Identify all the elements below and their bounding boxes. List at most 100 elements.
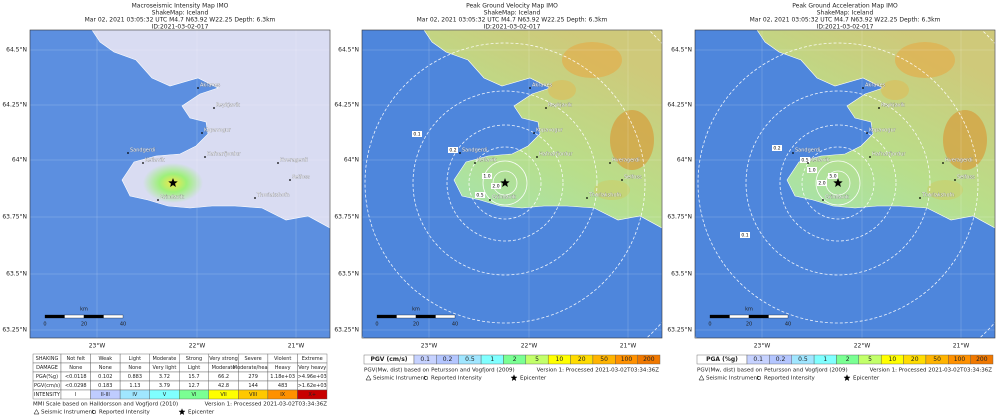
header-title: Macroseismic Intensity Map IMO <box>132 3 229 10</box>
map-frame <box>361 29 663 339</box>
scale-unit: km <box>80 307 88 313</box>
place-label: Kopavogur <box>869 128 897 134</box>
place-label: Grindavik <box>160 195 184 201</box>
header-event: Mar 02, 2021 03:05:32 UTC M4.7 N63.92 W2… <box>85 17 276 24</box>
lon-label: 23°W <box>421 343 438 350</box>
table-text: I <box>75 392 76 398</box>
seismic-icon <box>698 374 705 381</box>
place-dot <box>533 132 535 134</box>
table-text: SHAKING <box>36 356 59 362</box>
table-text: Very light <box>153 365 177 371</box>
place-label: Thorlakshofn <box>921 193 954 199</box>
scale-bar <box>44 314 65 319</box>
scale-label: 10 <box>889 356 897 363</box>
table-text: >1.62e+03 <box>298 383 327 389</box>
scale-label: 50 <box>600 356 608 363</box>
table-text: 0.102 <box>98 374 112 380</box>
scale-label: 0.2 <box>776 356 786 363</box>
map: 0.1 0.2 0.5 1.02.0 Akranes Reykjavik Kopavogur… <box>334 29 663 350</box>
table-text: Heavy <box>275 365 291 371</box>
place-dot <box>807 162 809 164</box>
table-text: VI <box>192 392 197 398</box>
place-label: Keflavik <box>810 158 830 164</box>
place-label: Grindavik <box>492 195 516 201</box>
terrain-high <box>927 180 963 200</box>
table-text: PGA(%g) <box>36 374 58 380</box>
place-dot <box>204 156 206 158</box>
scale-tick: 40 <box>785 322 791 328</box>
place-label: Hafnarfjordur <box>207 152 241 158</box>
scale-cell <box>637 354 661 365</box>
table-text: Moderate <box>153 356 177 362</box>
scale-label: 100 <box>954 356 966 363</box>
place-dot <box>474 162 476 164</box>
contour-label: 2.0 <box>818 181 825 187</box>
table-text: 483 <box>278 383 288 389</box>
scale-label: 0.1 <box>753 356 763 363</box>
table-text: 0.883 <box>128 374 142 380</box>
seismic-icon <box>365 374 372 381</box>
table-text: Very strong <box>209 356 238 362</box>
legend-seismic: Seismic Instrument <box>41 410 95 416</box>
place-label: Hveragerdi <box>612 158 640 164</box>
table-text: Extreme <box>302 356 323 362</box>
lat-label: 63.5°N <box>671 271 692 278</box>
scale-label: 50 <box>933 356 941 363</box>
legend-reported: Reported Intensity <box>431 376 483 382</box>
contour-label-box <box>740 232 750 238</box>
contour-label: 0.2 <box>773 146 780 152</box>
header-subtitle: ShakeMap: Iceland <box>152 10 209 17</box>
lon-label: 22°W <box>854 343 871 350</box>
table-text: 279 <box>248 374 258 380</box>
lon-label: 21°W <box>620 343 637 350</box>
table-text: 15.7 <box>188 374 199 380</box>
table-text: 144 <box>248 383 258 389</box>
contour-label-box <box>475 192 485 198</box>
legend-reported: Reported Intensity <box>764 376 816 382</box>
scale-tick: 0 <box>708 322 711 328</box>
contour <box>779 124 897 242</box>
header-subtitle: ShakeMap: Iceland <box>484 10 541 17</box>
scale-label: 20 <box>578 356 586 363</box>
table-text: Moderate/heavy <box>233 365 274 371</box>
table-text: INTENSITY <box>34 392 61 398</box>
scale-label: 2 <box>846 356 850 363</box>
place-label: Selfoss <box>292 175 310 181</box>
place-dot <box>529 87 531 89</box>
table-text: None <box>128 365 141 371</box>
lat-label: 63.75°N <box>334 214 359 221</box>
lat-label: 63.25°N <box>2 327 27 334</box>
table-text: Moderate <box>212 365 236 371</box>
legend-version: Version 1: Processed 2021-03-02T03:34:36… <box>537 368 660 374</box>
place-dot <box>277 162 279 164</box>
scale-unit: km <box>745 307 753 313</box>
lon-label: 22°W <box>521 343 538 350</box>
table-text: 3.79 <box>159 383 170 389</box>
place-label: Akranes <box>532 83 553 89</box>
contour-label: 0.1 <box>413 132 420 138</box>
lat-label: 64°N <box>677 157 692 164</box>
place-label: Thorlakshofn <box>256 193 289 199</box>
table-text: Severe <box>244 356 261 362</box>
reported-icon <box>756 375 762 381</box>
scale-tick: 20 <box>81 322 87 328</box>
scale-bar <box>709 314 730 319</box>
contour <box>468 146 542 220</box>
place-label: Keflavik <box>145 158 165 164</box>
contour <box>801 146 875 220</box>
place-label: Akranes <box>200 83 221 89</box>
contour-label: 0.1 <box>741 233 748 239</box>
header-event: Mar 02, 2021 03:05:32 UTC M4.7 N63.92 W2… <box>750 17 941 24</box>
place-dot <box>942 162 944 164</box>
map-panel: Peak Ground Acceleration Map IMOShakeMap… <box>667 3 996 382</box>
map-panel: Macroseismic Intensity Map IMOShakeMap: … <box>2 3 331 416</box>
place-dot <box>621 179 623 181</box>
scale-tick: 0 <box>43 322 46 328</box>
scale-label: 1 <box>823 356 827 363</box>
table-text: VIII <box>249 392 257 398</box>
lon-label: 21°W <box>953 343 970 350</box>
lat-label: 63.25°N <box>667 327 692 334</box>
place-dot <box>489 199 491 201</box>
place-label: Grindavik <box>825 195 849 201</box>
scale-bar <box>103 314 124 319</box>
